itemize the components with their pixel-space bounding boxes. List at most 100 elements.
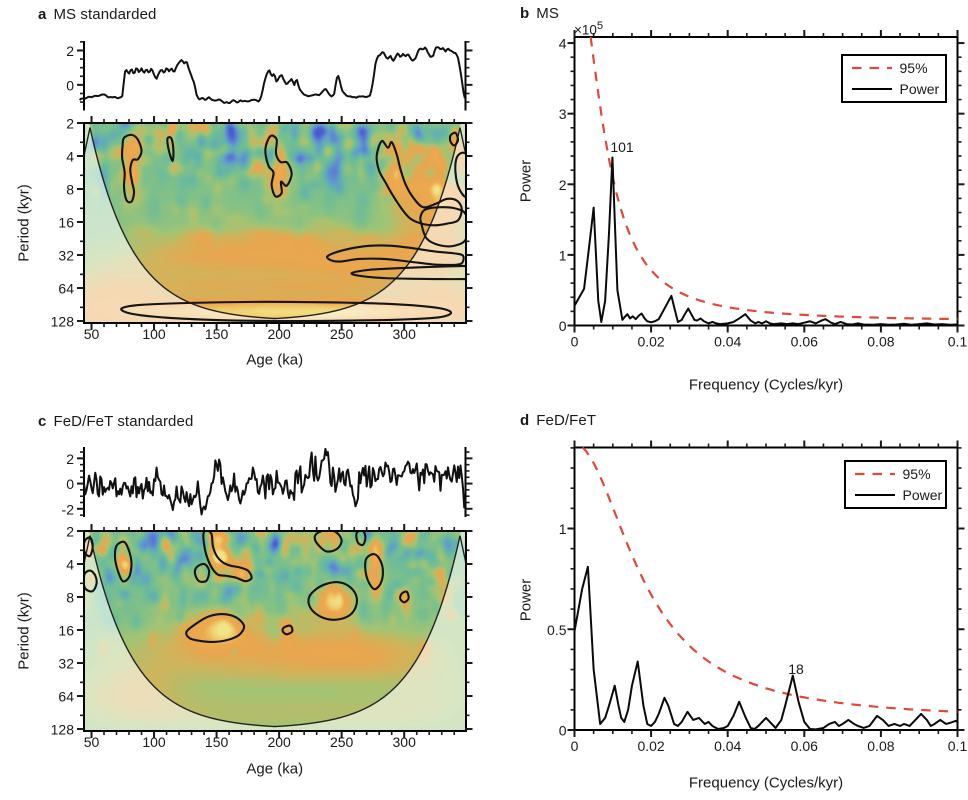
wavelet-c-y-tick-label: 8 xyxy=(66,590,74,606)
spec-b-y-tick-label: 2 xyxy=(559,177,567,193)
peak-annotation-b: 101 xyxy=(610,139,634,155)
spec-b-x-tick-label: 0.06 xyxy=(791,334,818,350)
spec-d-x-tick-label: 0.08 xyxy=(867,738,894,754)
spec-b-y-tick-label: 1 xyxy=(559,247,567,263)
spec-b-x-tick-label: 0.04 xyxy=(714,334,741,350)
legend-black-line-sample xyxy=(851,87,892,90)
legend-b-conf-row: 95% xyxy=(851,60,946,76)
confidence-95-line xyxy=(581,446,958,713)
series-y-tick-label: 0 xyxy=(66,77,74,93)
significance-contour xyxy=(120,133,143,204)
y-axis-label-a: Period (kyr) xyxy=(15,184,33,262)
significance-contour xyxy=(364,553,385,591)
wavelet-c-y-tick-label: 64 xyxy=(58,689,74,705)
wavelet-a-y-tick-label: 32 xyxy=(58,248,74,264)
y-axis-label-c: Period (kyr) xyxy=(15,592,33,670)
peak-annotation-d: 18 xyxy=(788,661,804,677)
x-axis-label-c: Age (ka) xyxy=(246,760,304,778)
coi-line xyxy=(83,535,467,728)
wavelet-a-y-tick-label: 8 xyxy=(66,182,74,198)
spec-b-x-tick-label: 0.02 xyxy=(637,334,664,350)
significance-contour xyxy=(355,531,367,547)
significance-contour xyxy=(454,151,466,199)
wavelet-a-y-tick-label: 16 xyxy=(58,215,74,231)
wavelet-c-y-tick-label: 2 xyxy=(66,524,74,540)
wavelet-c-x-tick-label: 250 xyxy=(330,734,354,750)
significance-contour xyxy=(264,134,293,198)
wavelet-c-x-tick-label: 100 xyxy=(142,734,166,750)
legend-d-power-row: Power xyxy=(854,487,945,503)
y-axis-label-b: Power xyxy=(517,159,535,203)
wavelet-a-x-tick-label: 250 xyxy=(330,326,354,342)
panel-b-title: b MS xyxy=(520,5,559,22)
spec-d-y-tick-label: 0.5 xyxy=(547,622,567,638)
panel-a-title: a MS standarded xyxy=(38,6,156,23)
standardized-series-line xyxy=(78,46,466,105)
panel-b-title-text: MS xyxy=(536,5,559,22)
significance-contour xyxy=(185,613,246,643)
power-spectrum-line xyxy=(573,565,958,731)
panel-c-title-text: FeD/FeT standarded xyxy=(53,413,194,430)
significance-contour xyxy=(166,136,175,163)
wavelet-c-x-tick-label: 200 xyxy=(267,734,291,750)
spec-d-y-tick-label: 0 xyxy=(559,723,567,739)
spec-d-x-tick-label: 0.02 xyxy=(637,738,664,754)
spec-d-x-tick-label: 0.06 xyxy=(791,738,818,754)
confidence-95-line xyxy=(589,36,958,321)
wavelet-c-y-tick-label: 16 xyxy=(58,623,74,639)
series-y-tick-label: 2 xyxy=(66,451,74,467)
series-y-tick-label: 0 xyxy=(66,476,74,492)
significance-contour xyxy=(399,590,410,604)
coi-line xyxy=(83,127,467,320)
legend-d-conf-row: 95% xyxy=(854,466,945,482)
significance-contour xyxy=(419,206,466,248)
legend-d-conf-label: 95% xyxy=(902,466,931,482)
legend-b-conf-label: 95% xyxy=(899,60,928,76)
series-y-tick-label: -2 xyxy=(62,501,75,517)
wavelet-c-x-tick-label: 150 xyxy=(205,734,229,750)
significance-contour xyxy=(84,536,94,558)
power-spectrum-line xyxy=(573,156,958,326)
wavelet-heatmap-a xyxy=(84,123,466,323)
x-axis-label-d: Frequency (Cycles/kyr) xyxy=(688,774,844,792)
legend-black-line-sample xyxy=(854,493,895,496)
y-axis-exponent: ×105 xyxy=(574,20,603,38)
wavelet-a-y-tick-label: 128 xyxy=(51,314,75,330)
spec-b-x-tick-label: 0.1 xyxy=(948,334,968,350)
wavelet-c-x-tick-label: 50 xyxy=(84,734,100,750)
wavelet-c-y-tick-label: 128 xyxy=(51,722,75,738)
wavelet-heatmap-c xyxy=(84,531,466,731)
wavelet-a-x-tick-label: 150 xyxy=(205,326,229,342)
spec-b-x-tick-label: 0.08 xyxy=(867,334,894,350)
x-axis-label-a: Age (ka) xyxy=(246,351,304,369)
significance-contour xyxy=(281,624,294,636)
significance-contour xyxy=(113,540,133,583)
series-y-tick-label: 2 xyxy=(66,43,74,59)
panel-a-letter: a xyxy=(38,6,47,23)
panel-a-title-text: MS standarded xyxy=(53,6,157,23)
legend-b: 95% Power xyxy=(840,53,947,103)
panel-c-letter: c xyxy=(38,413,47,430)
panel-d-letter: d xyxy=(520,412,530,429)
spec-d-y-tick-label: 1 xyxy=(559,521,567,537)
spec-b-y-tick-label: 4 xyxy=(559,36,567,52)
significance-contour xyxy=(193,562,211,583)
significance-contour xyxy=(375,139,463,227)
wavelet-a-y-tick-label: 64 xyxy=(58,281,74,297)
spec-d-x-tick-label: 0 xyxy=(571,738,579,754)
panel-c-title: c FeD/FeT standarded xyxy=(38,413,193,430)
significance-contour xyxy=(325,244,465,267)
significance-contour xyxy=(202,531,253,583)
significance-contour xyxy=(84,569,98,593)
exponent-base: ×10 xyxy=(574,22,597,38)
wavelet-c-y-tick-label: 32 xyxy=(58,656,74,672)
wavelet-c-y-tick-label: 4 xyxy=(66,557,74,573)
panel-b-letter: b xyxy=(520,5,530,22)
spec-b-y-tick-label: 3 xyxy=(559,106,567,122)
wavelet-axes-box xyxy=(83,530,467,732)
significance-contour xyxy=(313,531,343,553)
spec-b-x-tick-label: 0 xyxy=(571,334,579,350)
y-axis-label-d: Power xyxy=(517,578,535,622)
